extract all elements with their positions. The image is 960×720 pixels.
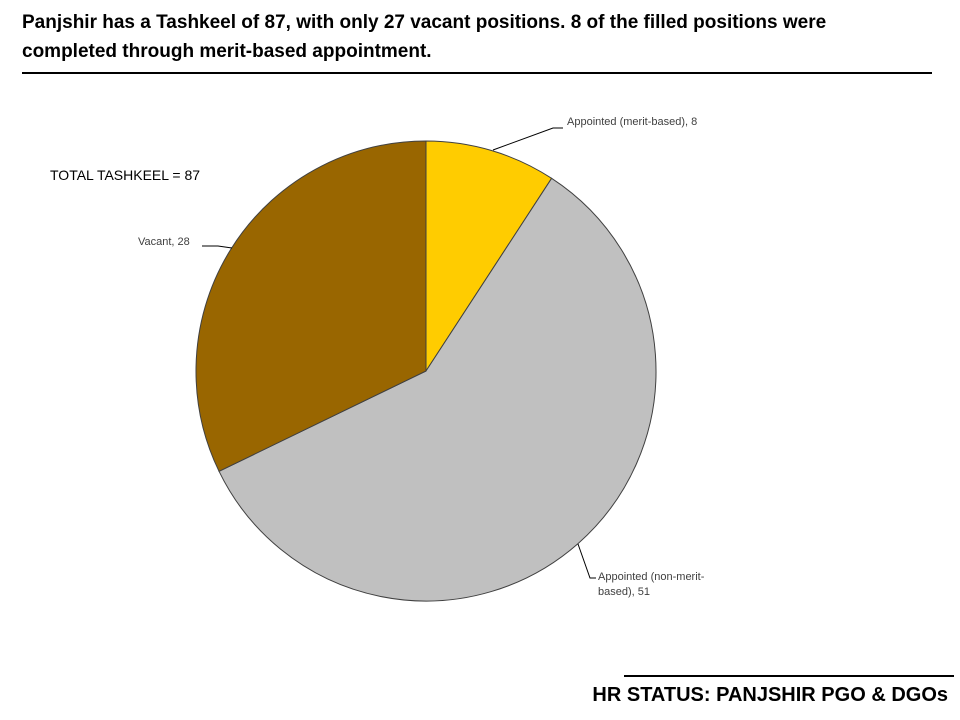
leader-line [492,127,563,151]
pie-slice [195,140,427,472]
leader-lines [202,127,596,579]
footer: HR STATUS: PANJSHIR PGO & DGOs [592,684,948,706]
annotation: TOTAL TASHKEEL = 87 [50,167,201,183]
title-rule [22,72,932,74]
data-label: Appointed (merit-based), 8 [567,116,698,128]
pie-slice [218,177,657,602]
footer-rule [624,675,954,677]
data-label: Vacant, 28 [138,236,190,248]
pie-slice [425,140,553,373]
slide-title: Panjshir has a Tashkeel of 87, with only… [22,12,827,62]
leader-line [577,543,596,579]
data-label: Appointed (non-merit-based), 51 [598,571,705,598]
leader-line [202,245,233,249]
